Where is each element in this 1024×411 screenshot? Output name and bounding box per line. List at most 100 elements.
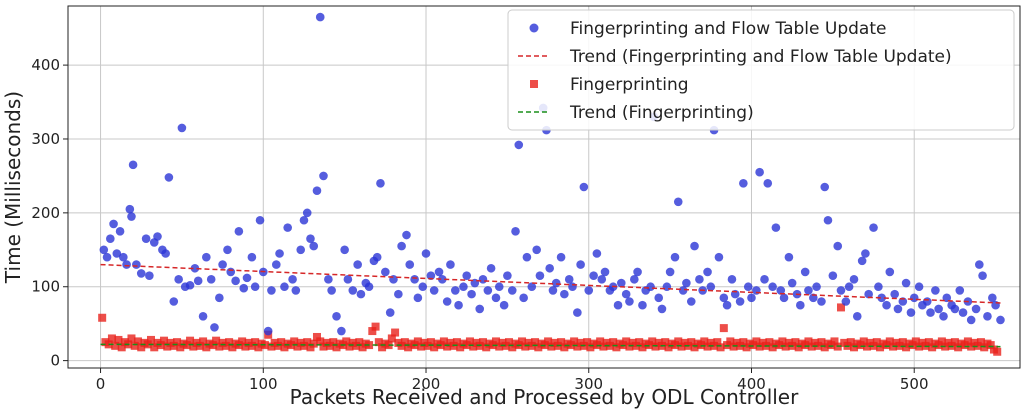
flow-update-point	[376, 179, 385, 188]
fingerprinting-point	[111, 341, 120, 350]
flow-update-point	[849, 275, 859, 284]
flow-update-point	[914, 282, 924, 292]
flow-update-point	[613, 300, 623, 310]
flow-update-point	[483, 286, 493, 295]
fingerprinting-point	[544, 337, 553, 346]
flow-update-point	[665, 267, 675, 277]
flow-update-point	[551, 278, 561, 288]
fingerprinting-point	[133, 337, 142, 346]
flow-update-point	[514, 140, 524, 150]
flow-update-point	[381, 267, 390, 277]
flow-update-point	[231, 276, 240, 286]
flow-update-point	[926, 308, 935, 317]
flow-update-point	[885, 267, 895, 277]
fingerprinting-point	[342, 337, 351, 346]
axis-ticks: 0 100 200 300 400 500 0 100 200 300 400	[31, 56, 928, 393]
flow-update-point	[820, 182, 830, 192]
fingerprinting-point	[596, 337, 605, 346]
fingerprinting-point	[426, 338, 435, 347]
flow-update-point	[695, 275, 704, 284]
fingerprinting-point	[387, 334, 396, 343]
flow-update-point	[312, 186, 322, 195]
flow-update-point	[272, 260, 281, 269]
flow-update-point	[226, 267, 236, 277]
x-axis-label: Packets Received and Processed by ODL Co…	[290, 385, 799, 409]
flow-update-point	[776, 286, 786, 295]
flow-update-point	[164, 173, 174, 182]
legend: Fingerprinting and Flow Table Update Tre…	[507, 9, 1015, 131]
fingerprinting-point	[622, 337, 631, 346]
flow-update-point	[190, 263, 200, 273]
flow-update-point	[522, 252, 532, 262]
flow-update-point	[112, 249, 122, 258]
flow-update-point	[630, 275, 639, 284]
flow-update-point	[499, 300, 509, 310]
fingerprinting-point	[225, 338, 234, 347]
flow-update-point	[223, 245, 232, 255]
flow-update-point	[106, 234, 115, 244]
flow-update-point	[99, 245, 109, 255]
flow-update-point	[394, 289, 403, 299]
flow-update-point	[735, 297, 745, 306]
fingerprinting-point	[98, 313, 107, 322]
flow-update-point	[397, 241, 406, 251]
fingerprinting-point	[146, 335, 155, 344]
flow-update-point	[215, 293, 224, 303]
flow-update-point	[315, 12, 325, 22]
fingerprinting-point	[173, 338, 182, 347]
flow-update-point	[503, 271, 512, 280]
flow-update-point	[545, 263, 554, 273]
flow-update-point	[739, 179, 748, 188]
flow-update-point	[280, 282, 289, 292]
flow-update-point	[527, 282, 537, 292]
flow-update-point	[462, 271, 472, 280]
flow-update-point	[459, 282, 468, 292]
fingerprinting-point	[316, 337, 325, 346]
flow-update-point	[600, 267, 610, 277]
fingerprinting-point	[846, 338, 855, 347]
flow-update-point	[519, 293, 528, 303]
flow-update-point	[673, 197, 683, 207]
flow-update-point	[560, 289, 569, 299]
flow-update-point	[817, 297, 826, 306]
fingerprinting-point	[130, 341, 139, 350]
flow-update-point	[437, 275, 447, 284]
fingerprinting-point	[739, 338, 748, 347]
flow-update-point	[340, 245, 349, 255]
flow-update-point	[682, 278, 691, 288]
flow-update-point	[874, 282, 883, 292]
x-tick-label: 300	[574, 375, 603, 393]
flow-update-point	[434, 267, 444, 277]
flow-update-point	[239, 283, 249, 293]
flow-update-point	[800, 267, 810, 277]
flow-update-point	[638, 300, 647, 310]
fingerprinting-point	[674, 337, 683, 346]
flow-update-point	[922, 297, 932, 306]
x-tick-label: 0	[96, 375, 106, 393]
data-points	[98, 12, 1005, 356]
flow-update-point	[864, 289, 873, 299]
fingerprinting-point	[465, 337, 474, 346]
flow-update-point	[348, 286, 358, 295]
flow-update-point	[267, 286, 276, 295]
fingerprinting-point	[791, 338, 800, 347]
flow-update-point	[250, 282, 260, 292]
flow-update-point	[402, 230, 411, 240]
fingerprinting-point	[290, 337, 299, 346]
flow-update-point	[760, 275, 769, 284]
flow-update-point	[275, 249, 284, 258]
flow-update-point	[507, 286, 517, 295]
x-tick-label: 500	[900, 375, 929, 393]
fingerprinting-point	[199, 337, 208, 346]
flow-update-point	[796, 300, 805, 310]
fingerprinting-point	[127, 334, 136, 343]
fingerprinting-point	[986, 341, 995, 350]
flow-update-point	[234, 227, 244, 236]
fingerprinting-point	[212, 336, 221, 345]
fingerprinting-point	[491, 337, 500, 346]
flow-update-point	[337, 326, 346, 336]
flow-update-point	[893, 304, 903, 314]
flow-update-point	[202, 252, 211, 262]
flow-update-point	[719, 293, 729, 303]
